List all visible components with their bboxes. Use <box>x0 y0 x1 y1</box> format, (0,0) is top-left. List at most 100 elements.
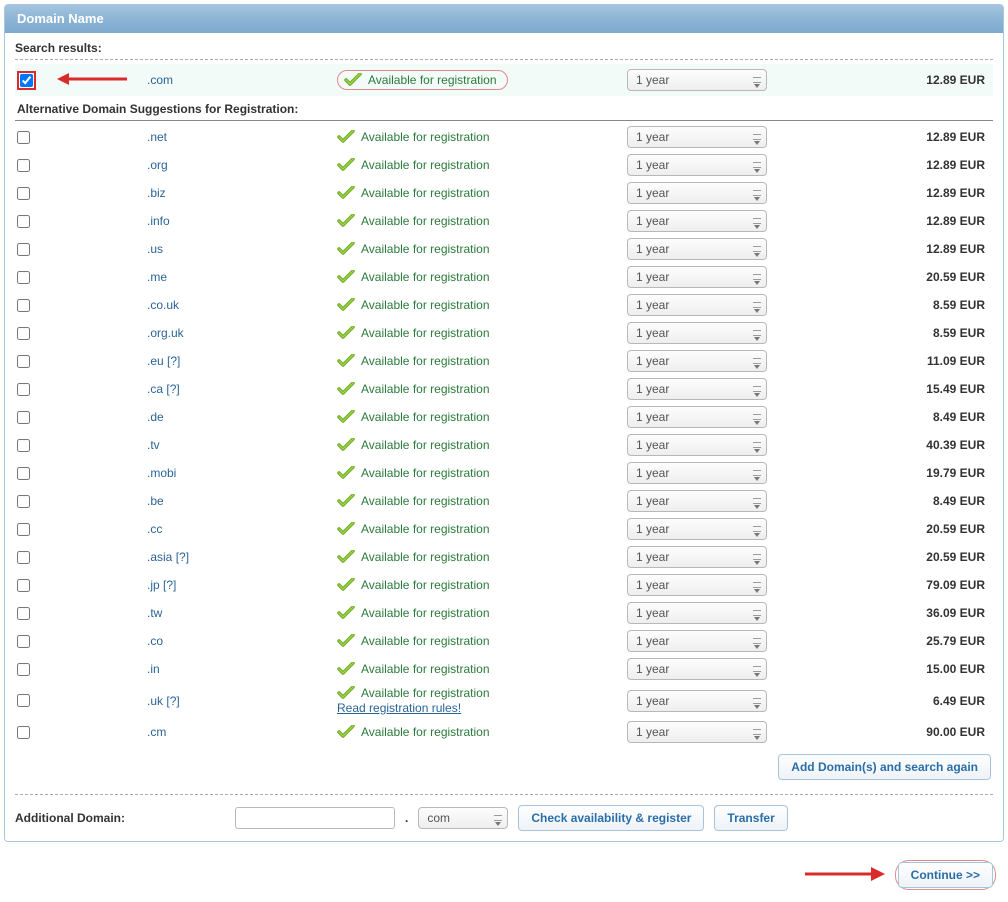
alt-duration-select[interactable]: 1 year <box>627 154 767 176</box>
continue-button[interactable]: Continue >> <box>898 862 993 888</box>
alt-duration-select[interactable]: 1 year <box>627 406 767 428</box>
alt-tld: .eu <box>147 354 164 368</box>
alt-duration-select[interactable]: 1 year <box>627 182 767 204</box>
alt-checkbox[interactable] <box>17 327 30 340</box>
alt-checkbox-cell <box>17 243 57 256</box>
alt-checkbox-cell <box>17 159 57 172</box>
alt-duration-select[interactable]: 1 year <box>627 322 767 344</box>
help-link[interactable]: [?] <box>163 578 176 592</box>
alt-checkbox-cell <box>17 551 57 564</box>
alt-checkbox[interactable] <box>17 523 30 536</box>
alt-status-text: Available for registration <box>361 438 490 452</box>
alt-status-cell: Available for registration <box>337 186 627 200</box>
alt-checkbox[interactable] <box>17 694 30 707</box>
alt-status-cell: Available for registration <box>337 326 627 340</box>
alt-duration-select[interactable]: 1 year <box>627 266 767 288</box>
alt-tld: .net <box>147 130 167 144</box>
alt-status-cell: Available for registration <box>337 725 627 739</box>
alt-duration-select[interactable]: 1 year <box>627 574 767 596</box>
registration-rules-link[interactable]: Read registration rules! <box>337 701 461 715</box>
alt-price: 20.59 EUR <box>787 550 991 564</box>
alt-checkbox[interactable] <box>17 383 30 396</box>
alt-tld-cell: .cm <box>147 725 337 739</box>
alt-checkbox[interactable] <box>17 299 30 312</box>
alt-duration-select[interactable]: 1 year <box>627 210 767 232</box>
alt-checkbox-cell <box>17 327 57 340</box>
alt-duration-cell: 1 year <box>627 690 787 712</box>
alt-duration-select[interactable]: 1 year <box>627 721 767 743</box>
transfer-button[interactable]: Transfer <box>714 805 787 831</box>
primary-checkbox[interactable] <box>20 74 33 87</box>
checkmark-icon <box>337 686 355 700</box>
primary-duration-select[interactable]: 1 year <box>627 69 767 91</box>
alt-price: 20.59 EUR <box>787 522 991 536</box>
table-row: .coAvailable for registration1 year25.79… <box>15 627 993 655</box>
alt-checkbox-cell <box>17 439 57 452</box>
alt-price: 79.09 EUR <box>787 578 991 592</box>
alt-price: 40.39 EUR <box>787 438 991 452</box>
alt-tld: .mobi <box>147 466 176 480</box>
alt-checkbox[interactable] <box>17 271 30 284</box>
alt-tld: .uk <box>147 694 163 708</box>
help-link[interactable]: [?] <box>176 550 189 564</box>
alt-duration-select[interactable]: 1 year <box>627 462 767 484</box>
alt-duration-cell: 1 year <box>627 294 787 316</box>
alt-duration-select[interactable]: 1 year <box>627 490 767 512</box>
help-link[interactable]: [?] <box>166 694 179 708</box>
alt-duration-select[interactable]: 1 year <box>627 350 767 372</box>
alt-duration-select[interactable]: 1 year <box>627 238 767 260</box>
alt-price: 15.49 EUR <box>787 382 991 396</box>
alt-checkbox[interactable] <box>17 635 30 648</box>
alt-checkbox[interactable] <box>17 131 30 144</box>
alt-tld: .us <box>147 242 163 256</box>
checkmark-icon <box>337 494 355 508</box>
alt-status-text: Available for registration <box>361 326 490 340</box>
alt-duration-select[interactable]: 1 year <box>627 126 767 148</box>
alt-duration-select[interactable]: 1 year <box>627 630 767 652</box>
add-search-again-button[interactable]: Add Domain(s) and search again <box>778 754 991 780</box>
alt-checkbox[interactable] <box>17 607 30 620</box>
table-row: .infoAvailable for registration1 year12.… <box>15 207 993 235</box>
additional-domain-input[interactable] <box>235 807 395 829</box>
alt-checkbox[interactable] <box>17 439 30 452</box>
alt-checkbox[interactable] <box>17 411 30 424</box>
additional-domain-bar: Additional Domain: . com Check availabil… <box>15 794 993 831</box>
alt-duration-select[interactable]: 1 year <box>627 378 767 400</box>
alt-duration-select[interactable]: 1 year <box>627 658 767 680</box>
alt-checkbox[interactable] <box>17 551 30 564</box>
alt-duration-select[interactable]: 1 year <box>627 546 767 568</box>
alt-duration-cell: 1 year <box>627 210 787 232</box>
table-row: .mobiAvailable for registration1 year19.… <box>15 459 993 487</box>
continue-row: Continue >> <box>4 842 1004 898</box>
help-link[interactable]: [?] <box>167 354 180 368</box>
alt-checkbox[interactable] <box>17 726 30 739</box>
check-register-button[interactable]: Check availability & register <box>518 805 704 831</box>
alt-duration-select[interactable]: 1 year <box>627 434 767 456</box>
alt-checkbox[interactable] <box>17 495 30 508</box>
alt-checkbox[interactable] <box>17 355 30 368</box>
alt-duration-select[interactable]: 1 year <box>627 602 767 624</box>
alt-checkbox[interactable] <box>17 467 30 480</box>
alt-duration-select[interactable]: 1 year <box>627 690 767 712</box>
alt-duration-cell: 1 year <box>627 406 787 428</box>
alt-checkbox[interactable] <box>17 663 30 676</box>
alt-status-cell: Available for registration <box>337 298 627 312</box>
add-again-row: Add Domain(s) and search again <box>15 746 993 784</box>
alt-checkbox[interactable] <box>17 579 30 592</box>
alt-status-cell: Available for registration <box>337 382 627 396</box>
alt-checkbox[interactable] <box>17 243 30 256</box>
alt-status-cell: Available for registrationRead registrat… <box>337 686 627 715</box>
additional-tld-select[interactable]: com <box>418 807 508 829</box>
alt-duration-select[interactable]: 1 year <box>627 294 767 316</box>
table-row: .cmAvailable for registration1 year90.00… <box>15 718 993 746</box>
alt-duration-select[interactable]: 1 year <box>627 518 767 540</box>
alt-checkbox[interactable] <box>17 187 30 200</box>
help-link[interactable]: [?] <box>166 382 179 396</box>
alt-checkbox[interactable] <box>17 159 30 172</box>
table-row: .inAvailable for registration1 year15.00… <box>15 655 993 683</box>
alt-checkbox[interactable] <box>17 215 30 228</box>
alt-tld-cell: .de <box>147 410 337 424</box>
alt-tld-cell: .co.uk <box>147 298 337 312</box>
alt-status-cell: Available for registration <box>337 410 627 424</box>
alt-status-text: Available for registration <box>361 158 490 172</box>
